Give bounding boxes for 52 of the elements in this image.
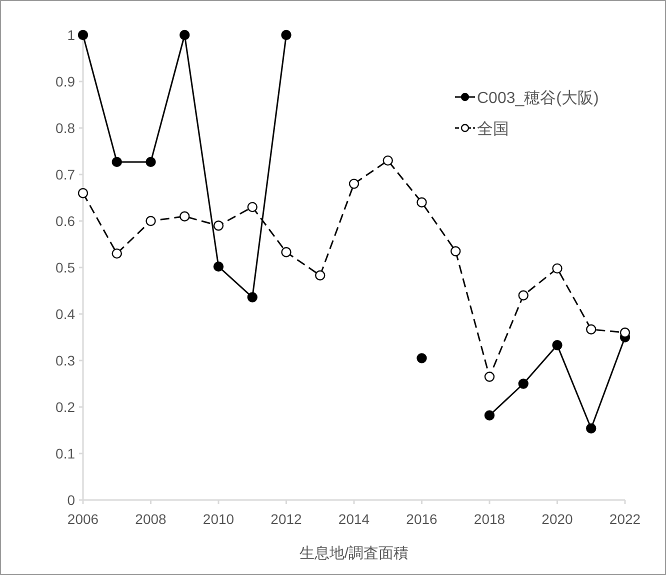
y-tick-label: 0.9	[56, 74, 76, 90]
point	[180, 30, 190, 40]
point	[315, 270, 326, 281]
x-tick-label: 2010	[202, 511, 234, 527]
point	[78, 188, 88, 198]
x-tick-label: 2012	[270, 511, 302, 527]
y-tick-label: 0.8	[56, 120, 76, 136]
y-tick-label: 0.7	[56, 166, 76, 182]
y-tick-label: 0	[67, 492, 76, 508]
legend-label: 全国	[477, 121, 509, 138]
point	[348, 178, 360, 189]
x-tick-label: 2020	[542, 511, 574, 527]
x-tick-label: 2006	[67, 511, 99, 527]
point	[552, 340, 562, 350]
y-tick-label: 0.3	[56, 352, 76, 368]
point	[247, 202, 258, 212]
point	[484, 372, 495, 382]
point	[281, 30, 292, 40]
point	[247, 292, 258, 302]
point	[382, 155, 393, 166]
x-axis-title: 生息地/調査面積	[299, 545, 409, 562]
point	[146, 216, 156, 226]
point	[416, 353, 427, 364]
y-tick-label: 0.2	[56, 399, 76, 415]
legend-label: C003_穂谷(大阪)	[477, 89, 599, 107]
y-tick-label: 1	[67, 27, 76, 43]
x-tick-label: 2014	[338, 511, 370, 527]
x-tick-label: 2022	[609, 511, 641, 527]
point	[112, 156, 122, 168]
x-tick-label: 2008	[135, 511, 167, 527]
y-tick-label: 0.1	[56, 446, 76, 462]
point	[180, 211, 190, 222]
y-tick-label: 0.5	[56, 260, 76, 276]
point	[586, 324, 596, 334]
point	[281, 247, 292, 258]
point	[586, 423, 596, 434]
point	[213, 261, 224, 272]
point	[112, 248, 122, 259]
point	[213, 220, 224, 231]
y-tick-label: 0.4	[56, 306, 76, 322]
point	[484, 410, 495, 420]
x-tick-label: 2018	[474, 511, 506, 527]
x-tick-label: 2016	[406, 511, 438, 527]
point	[518, 378, 528, 389]
point	[416, 197, 427, 208]
point	[146, 156, 156, 168]
point	[450, 246, 461, 256]
point	[620, 328, 630, 338]
point	[518, 290, 528, 300]
point	[552, 263, 562, 274]
y-tick-label: 0.6	[56, 213, 76, 229]
point	[78, 30, 88, 40]
